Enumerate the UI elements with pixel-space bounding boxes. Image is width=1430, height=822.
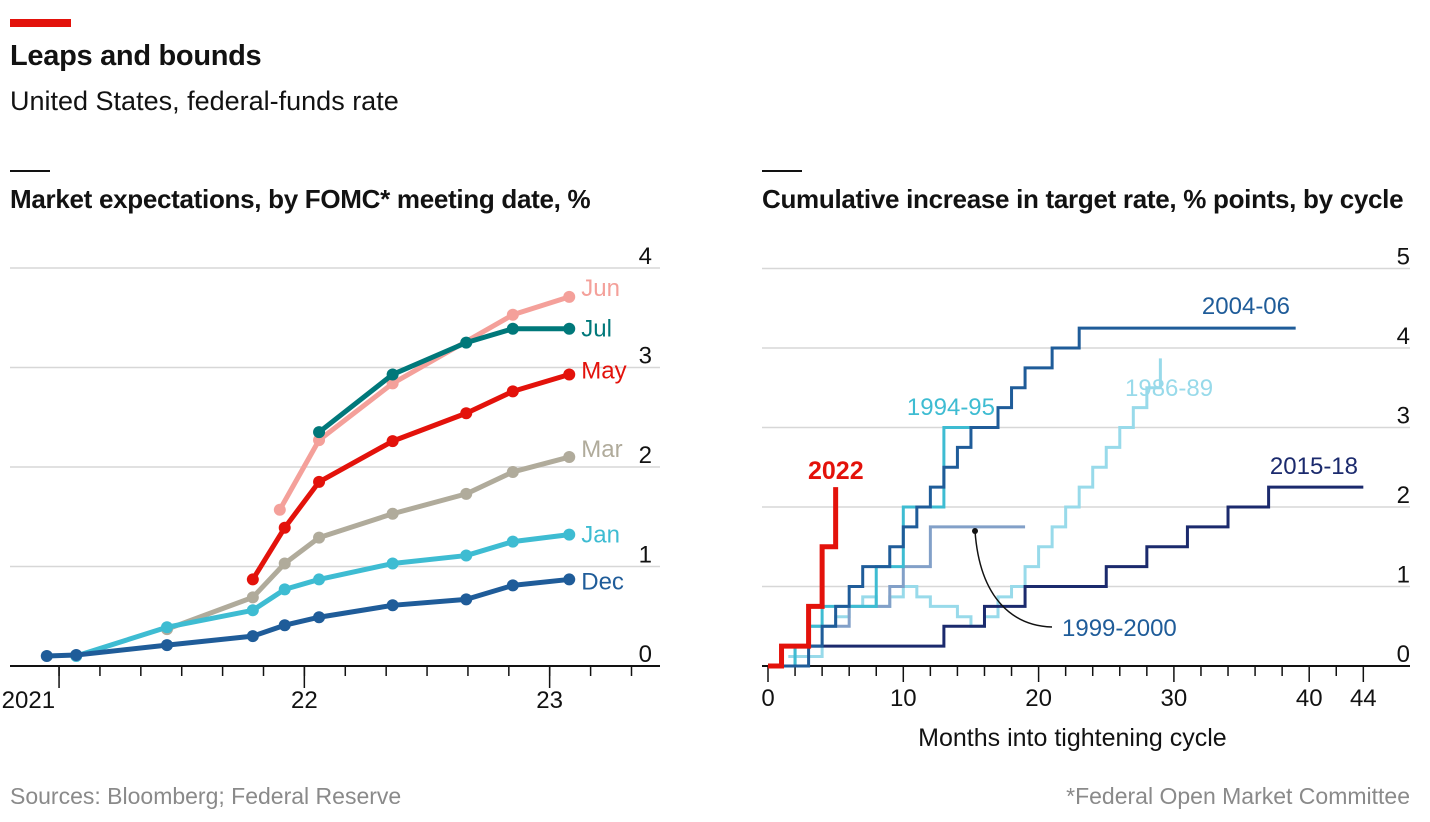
right-panel-title: Cumulative increase in target rate, % po… bbox=[762, 184, 1404, 214]
source-note: Sources: Bloomberg; Federal Reserve bbox=[10, 783, 402, 809]
data-point-jan bbox=[246, 604, 259, 617]
series-line-2015-18 bbox=[781, 485, 1364, 648]
data-point-jan bbox=[160, 621, 173, 634]
series-label-may: May bbox=[581, 357, 626, 384]
series-line-dec bbox=[44, 576, 572, 659]
data-point-jun bbox=[273, 503, 286, 516]
left-panel-dash bbox=[10, 170, 50, 172]
data-point-mar bbox=[386, 507, 399, 520]
data-point-jul bbox=[563, 322, 576, 335]
data-point-mar bbox=[563, 451, 576, 464]
x-tick-label: 0 bbox=[761, 685, 774, 712]
series-label-mar: Mar bbox=[581, 436, 622, 463]
left-panel-title: Market expectations, by FOMC* meeting da… bbox=[10, 184, 591, 214]
data-point-mar bbox=[506, 465, 519, 478]
y-tick-label: 3 bbox=[639, 343, 652, 370]
x-tick-label: 10 bbox=[890, 685, 917, 712]
data-point-jan bbox=[313, 573, 326, 586]
series-label-jan: Jan bbox=[581, 522, 620, 549]
data-point-mar bbox=[313, 531, 326, 544]
footnote: *Federal Open Market Committee bbox=[1066, 783, 1410, 809]
x-tick-label: 20 bbox=[1025, 685, 1052, 712]
data-point-dec bbox=[160, 639, 173, 652]
data-point-may bbox=[506, 385, 519, 398]
series-label-jul: Jul bbox=[581, 316, 612, 343]
y-tick-label: 5 bbox=[1397, 244, 1410, 271]
y-tick-label: 0 bbox=[1397, 641, 1410, 668]
x-tick-label: 30 bbox=[1161, 685, 1188, 712]
data-point-dec bbox=[460, 593, 473, 606]
series-label-1994-95: 1994-95 bbox=[907, 394, 995, 421]
data-point-may bbox=[563, 368, 576, 381]
series-line-mar bbox=[164, 454, 572, 632]
data-point-dec bbox=[313, 611, 326, 624]
series-label-2022: 2022 bbox=[808, 457, 864, 485]
annotation-label: 1999-2000 bbox=[1062, 615, 1177, 642]
accent-bar bbox=[10, 19, 71, 27]
data-point-dec bbox=[278, 619, 291, 632]
series-label-2015-18: 2015-18 bbox=[1270, 453, 1358, 480]
series-line-2022 bbox=[768, 487, 839, 669]
annotation-leader-line bbox=[974, 530, 1053, 628]
series-label-jun: Jun bbox=[581, 275, 620, 302]
data-point-dec bbox=[506, 579, 519, 592]
data-point-dec bbox=[40, 650, 53, 663]
data-point-dec bbox=[386, 599, 399, 612]
data-point-may bbox=[386, 435, 399, 448]
data-point-may bbox=[278, 521, 291, 534]
y-tick-label: 1 bbox=[639, 542, 652, 569]
y-tick-label: 0 bbox=[639, 641, 652, 668]
x-axis-label: Months into tightening cycle bbox=[918, 724, 1227, 752]
y-tick-label: 4 bbox=[1397, 323, 1410, 350]
x-tick-label: 22 bbox=[291, 687, 318, 714]
data-point-mar bbox=[460, 487, 473, 500]
data-point-jun bbox=[386, 377, 399, 390]
page-title: Leaps and bounds bbox=[10, 40, 262, 72]
y-tick-label: 2 bbox=[1397, 482, 1410, 509]
page-subtitle: United States, federal-funds rate bbox=[10, 86, 399, 116]
series-line-1994-95 bbox=[768, 426, 999, 668]
x-tick-label: 40 bbox=[1296, 685, 1323, 712]
data-point-jul bbox=[386, 368, 399, 381]
data-point-jul bbox=[460, 336, 473, 349]
series-line-2004-06 bbox=[768, 326, 1296, 668]
right-panel-dash bbox=[762, 170, 802, 172]
y-tick-label: 4 bbox=[639, 243, 652, 270]
data-point-jan bbox=[278, 583, 291, 596]
y-tick-label: 2 bbox=[639, 442, 652, 469]
y-tick-label: 3 bbox=[1397, 403, 1410, 430]
data-point-jan bbox=[460, 549, 473, 562]
x-tick-label: 44 bbox=[1350, 685, 1377, 712]
data-point-jan bbox=[506, 535, 519, 548]
x-tick-label: 2021 bbox=[2, 687, 55, 714]
data-point-may bbox=[246, 573, 259, 586]
series-label-dec: Dec bbox=[581, 568, 624, 595]
series-label-1986-89: 1986-89 bbox=[1125, 375, 1213, 402]
data-point-jan bbox=[563, 528, 576, 541]
series-label-2004-06: 2004-06 bbox=[1202, 293, 1290, 320]
data-point-jul bbox=[313, 426, 326, 439]
data-point-may bbox=[313, 475, 326, 488]
data-point-jun bbox=[506, 308, 519, 321]
data-point-mar bbox=[278, 557, 291, 570]
data-point-jul bbox=[506, 322, 519, 335]
y-tick-label: 1 bbox=[1397, 562, 1410, 589]
series-line-1986-89 bbox=[788, 358, 1162, 658]
data-point-dec bbox=[563, 573, 576, 586]
data-point-dec bbox=[246, 630, 259, 643]
data-point-jun bbox=[563, 290, 576, 303]
data-point-dec bbox=[70, 649, 83, 662]
x-tick-label: 23 bbox=[536, 687, 563, 714]
data-point-mar bbox=[246, 591, 259, 604]
data-point-may bbox=[460, 407, 473, 420]
data-point-jan bbox=[386, 557, 399, 570]
